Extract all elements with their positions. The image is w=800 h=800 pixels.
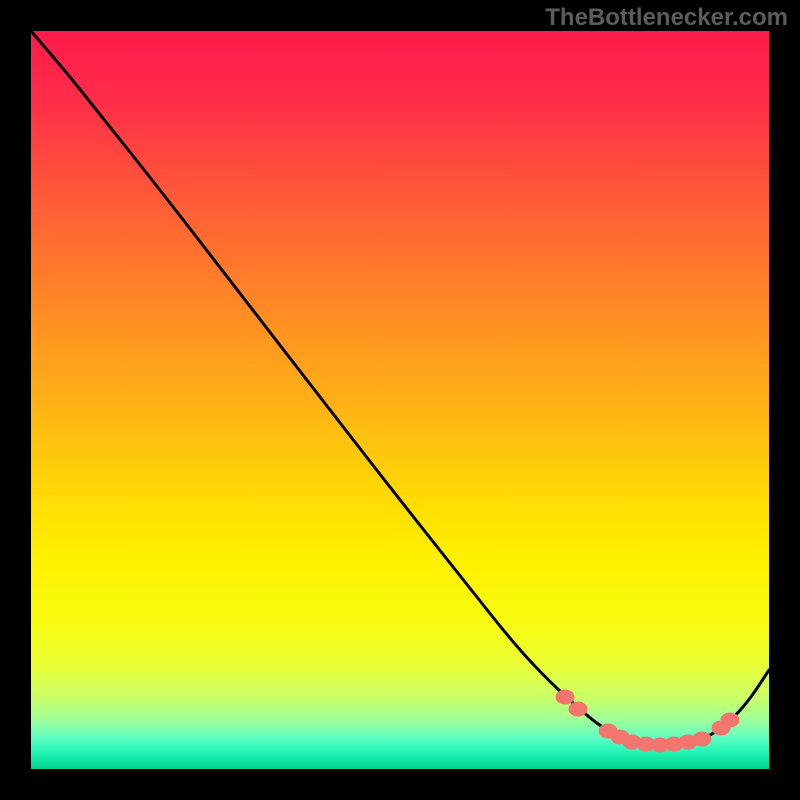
marker-dot bbox=[569, 702, 587, 716]
watermark-text: TheBottlenecker.com bbox=[545, 4, 788, 32]
bottleneck-chart bbox=[0, 0, 800, 800]
marker-dot bbox=[693, 732, 711, 746]
marker-dot bbox=[556, 690, 574, 704]
plot-background bbox=[31, 31, 769, 769]
marker-dot bbox=[721, 713, 739, 727]
